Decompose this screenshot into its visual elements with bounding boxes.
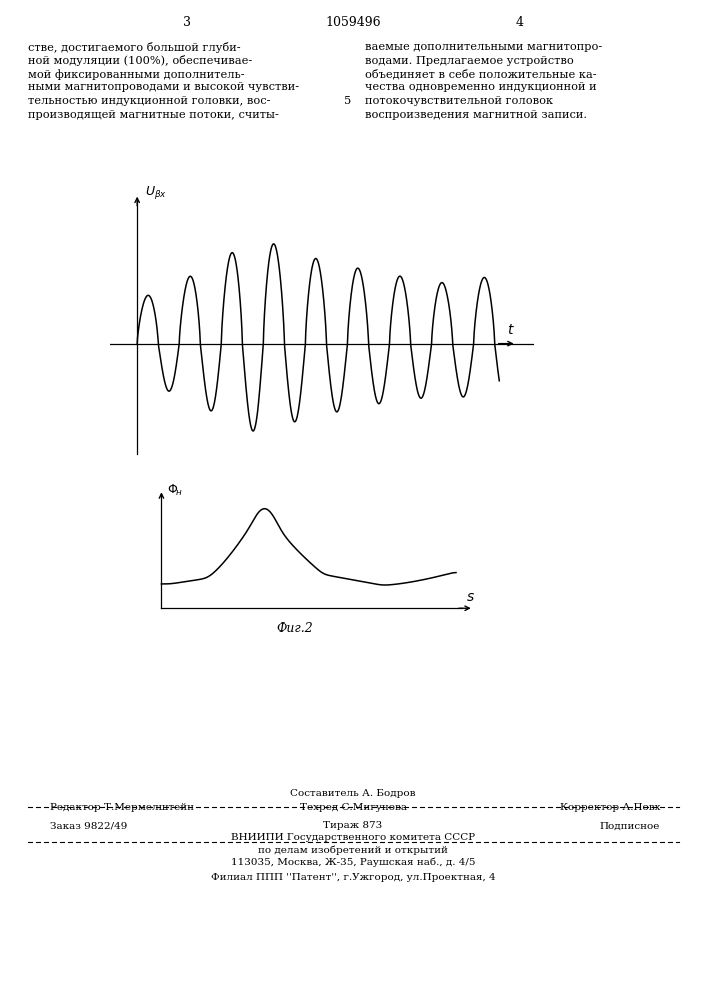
Text: ными магнитопроводами и высокой чувстви-: ными магнитопроводами и высокой чувстви-: [28, 83, 299, 93]
Text: $\Phi_{\!н}$: $\Phi_{\!н}$: [168, 482, 183, 498]
Text: Заказ 9822/49: Заказ 9822/49: [50, 822, 127, 830]
Text: тельностью индукционной головки, вос-: тельностью индукционной головки, вос-: [28, 96, 271, 106]
Text: $s$: $s$: [467, 590, 475, 604]
Text: ВНИИПИ Государственного комитета СССР: ВНИИПИ Государственного комитета СССР: [231, 834, 475, 842]
Text: 1059496: 1059496: [325, 15, 381, 28]
Text: ваемые дополнительными магнитопро-: ваемые дополнительными магнитопро-: [365, 42, 602, 52]
Text: 3: 3: [183, 15, 191, 28]
Text: $t$: $t$: [508, 323, 515, 337]
Text: Подписное: Подписное: [600, 822, 660, 830]
Text: производящей магнитные потоки, считы-: производящей магнитные потоки, считы-: [28, 109, 279, 119]
Text: ной модуляции (100%), обеспечивае-: ной модуляции (100%), обеспечивае-: [28, 55, 252, 66]
Text: стве, достигаемого большой глуби-: стве, достигаемого большой глуби-: [28, 42, 240, 53]
Text: водами. Предлагаемое устройство: водами. Предлагаемое устройство: [365, 55, 574, 66]
Text: Составитель А. Бодров: Составитель А. Бодров: [291, 788, 416, 798]
Text: Фиг.2: Фиг.2: [276, 621, 313, 635]
Text: $U_{\beta x}$: $U_{\beta x}$: [145, 184, 167, 201]
Text: потокочувствительной головок: потокочувствительной головок: [365, 96, 553, 106]
Text: Филиал ППП ''Патент'', г.Ужгород, ул.Проектная, 4: Филиал ППП ''Патент'', г.Ужгород, ул.Про…: [211, 874, 496, 882]
Text: чества одновременно индукционной и: чества одновременно индукционной и: [365, 83, 597, 93]
Text: 113035, Москва, Ж-35, Раушская наб., д. 4/5: 113035, Москва, Ж-35, Раушская наб., д. …: [230, 857, 475, 867]
Text: воспроизведения магнитной записи.: воспроизведения магнитной записи.: [365, 109, 587, 119]
Text: 5: 5: [344, 96, 351, 106]
Text: 4: 4: [516, 15, 524, 28]
Text: объединяет в себе положительные ка-: объединяет в себе положительные ка-: [365, 69, 597, 80]
Text: мой фиксированными дополнитель-: мой фиксированными дополнитель-: [28, 69, 245, 80]
Text: Тираж 873: Тираж 873: [323, 822, 382, 830]
Text: Корректор А.Повх: Корректор А.Повх: [559, 802, 660, 812]
Text: Редактор Т.Мермелштейн: Редактор Т.Мермелштейн: [50, 802, 194, 812]
Text: по делам изобретений и открытий: по делам изобретений и открытий: [258, 845, 448, 855]
Text: Техред С.Мигунова: Техред С.Мигунова: [300, 802, 407, 812]
